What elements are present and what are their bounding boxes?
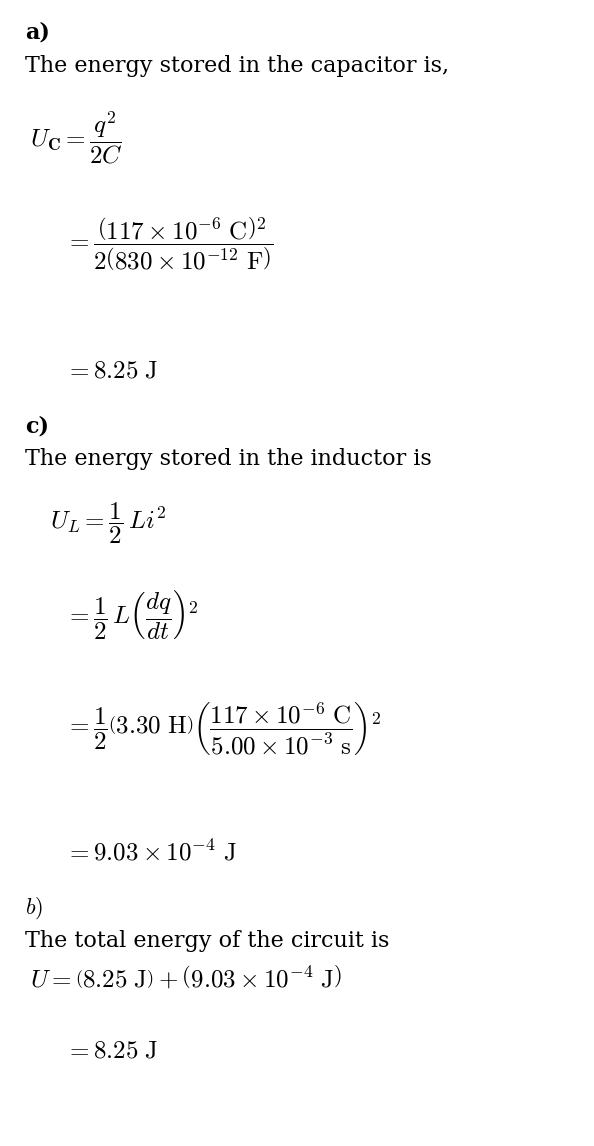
Text: $U_{L} = \dfrac{1}{2}\,Li^{2}$: $U_{L} = \dfrac{1}{2}\,Li^{2}$ — [50, 500, 166, 545]
Text: $= \dfrac{1}{2}\,L\left(\dfrac{dq}{dt}\right)^{2}$: $= \dfrac{1}{2}\,L\left(\dfrac{dq}{dt}\r… — [65, 588, 199, 641]
Text: The energy stored in the inductor is: The energy stored in the inductor is — [25, 448, 432, 470]
Text: $U_{\mathbf{C}} = \dfrac{q^{2}}{2C}$: $U_{\mathbf{C}} = \dfrac{q^{2}}{2C}$ — [30, 110, 123, 166]
Text: $= 9.03\times10^{-4}\ \mathrm{J}$: $= 9.03\times10^{-4}\ \mathrm{J}$ — [65, 840, 237, 865]
Text: $= 8.25\ \mathrm{J}$: $= 8.25\ \mathrm{J}$ — [65, 1041, 159, 1063]
Text: $b)$: $b)$ — [25, 895, 43, 920]
Text: c): c) — [25, 415, 49, 437]
Text: $= \dfrac{\left(117\times10^{-6}\ \mathrm{C}\right)^{2}}{2\left(830\times10^{-12: $= \dfrac{\left(117\times10^{-6}\ \mathr… — [65, 215, 273, 273]
Text: The total energy of the circuit is: The total energy of the circuit is — [25, 931, 390, 952]
Text: $= 8.25\ \mathrm{J}$: $= 8.25\ \mathrm{J}$ — [65, 360, 159, 383]
Text: a): a) — [25, 22, 50, 44]
Text: $U = \left(8.25\ \mathrm{J}\right)+\left(9.03\times10^{-4}\ \mathrm{J}\right)$: $U = \left(8.25\ \mathrm{J}\right)+\left… — [30, 965, 342, 991]
Text: $= \dfrac{1}{2}\left(3.30\ \mathrm{H}\right)\left(\dfrac{117\times10^{-6}\ \math: $= \dfrac{1}{2}\left(3.30\ \mathrm{H}\ri… — [65, 700, 381, 758]
Text: The energy stored in the capacitor is,: The energy stored in the capacitor is, — [25, 55, 449, 77]
